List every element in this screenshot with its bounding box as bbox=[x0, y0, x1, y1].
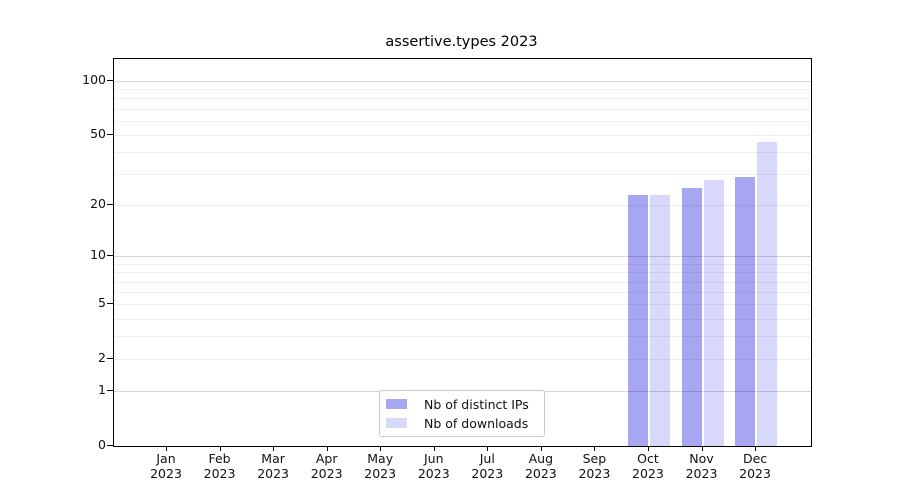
gridline-y-5 bbox=[114, 304, 811, 306]
legend-label-downloads: Nb of downloads bbox=[424, 415, 529, 431]
gridline-y-6 bbox=[114, 292, 811, 294]
x-tick-mark-sep bbox=[594, 446, 596, 451]
y-tick-label-5: 5 bbox=[98, 295, 106, 311]
gridline-y-50 bbox=[114, 135, 811, 137]
y-tick-mark-20 bbox=[107, 204, 113, 206]
legend-entry-distinct-ips: Nb of distinct IPs bbox=[386, 396, 544, 412]
plot-area bbox=[113, 58, 812, 447]
y-tick-label-1: 1 bbox=[98, 382, 106, 398]
y-tick-mark-2 bbox=[107, 358, 113, 360]
chart-title: assertive.types 2023 bbox=[385, 34, 538, 50]
x-tick-label-sep: Sep 2023 bbox=[578, 451, 611, 481]
y-tick-mark-5 bbox=[107, 303, 113, 305]
y-tick-label-50: 50 bbox=[90, 126, 106, 142]
x-tick-label-jun: Jun 2023 bbox=[417, 451, 450, 481]
x-tick-mark-apr bbox=[326, 446, 328, 451]
legend-entry-downloads: Nb of downloads bbox=[386, 415, 544, 431]
x-tick-label-may: May 2023 bbox=[364, 451, 397, 481]
x-tick-mark-dec bbox=[755, 446, 757, 451]
x-tick-label-mar: Mar 2023 bbox=[257, 451, 289, 481]
bar-nb-of-distinct-ips-dec bbox=[735, 177, 756, 446]
legend: Nb of distinct IPs Nb of downloads bbox=[379, 390, 545, 437]
gridline-y-70 bbox=[114, 108, 811, 110]
gridline-y-80 bbox=[114, 98, 811, 100]
gridline-y-90 bbox=[114, 89, 811, 91]
gridline-y-9 bbox=[114, 263, 811, 265]
bar-nb-of-downloads-nov bbox=[703, 179, 724, 446]
y-tick-label-0: 0 bbox=[98, 437, 106, 452]
y-tick-mark-0 bbox=[107, 445, 113, 446]
x-tick-mark-mar bbox=[273, 446, 275, 451]
y-tick-mark-10 bbox=[107, 255, 113, 257]
bar-nb-of-downloads-dec bbox=[757, 141, 778, 446]
y-tick-mark-50 bbox=[107, 134, 113, 136]
x-tick-label-oct: Oct 2023 bbox=[632, 451, 664, 481]
x-tick-label-jul: Jul 2023 bbox=[471, 451, 504, 481]
y-tick-label-10: 10 bbox=[90, 247, 106, 263]
x-tick-label-aug: Aug 2023 bbox=[524, 451, 557, 481]
gridline-y-2 bbox=[114, 359, 811, 361]
gridline-y-30 bbox=[114, 174, 811, 176]
x-tick-label-apr: Apr 2023 bbox=[310, 451, 343, 481]
x-tick-mark-aug bbox=[540, 446, 542, 451]
gridline-y-8 bbox=[114, 272, 811, 274]
gridline-y-20 bbox=[114, 205, 811, 207]
bar-nb-of-distinct-ips-oct bbox=[627, 194, 648, 446]
x-tick-label-dec: Dec 2023 bbox=[739, 451, 771, 481]
gridline-y-100 bbox=[114, 81, 811, 82]
x-tick-mark-jun bbox=[433, 446, 435, 451]
x-tick-label-nov: Nov 2023 bbox=[685, 451, 718, 481]
gridline-y-60 bbox=[114, 120, 811, 122]
gridline-y-3 bbox=[114, 336, 811, 338]
legend-swatch-downloads bbox=[386, 418, 407, 428]
x-tick-label-feb: Feb 2023 bbox=[203, 451, 236, 481]
x-tick-mark-jan bbox=[166, 446, 167, 451]
bar-nb-of-distinct-ips-nov bbox=[681, 188, 702, 446]
gridline-y-40 bbox=[114, 152, 811, 154]
x-tick-mark-nov bbox=[701, 446, 703, 451]
gridline-y-7 bbox=[114, 281, 811, 283]
x-tick-mark-may bbox=[380, 446, 382, 451]
x-tick-label-jan: Jan 2023 bbox=[150, 451, 182, 481]
y-tick-label-100: 100 bbox=[82, 72, 106, 87]
gridline-y-4 bbox=[114, 318, 811, 320]
y-tick-label-2: 2 bbox=[98, 350, 106, 366]
x-tick-mark-oct bbox=[647, 446, 649, 451]
y-tick-mark-100 bbox=[107, 80, 113, 81]
y-tick-label-20: 20 bbox=[90, 196, 106, 212]
y-tick-mark-1 bbox=[107, 390, 113, 392]
x-tick-mark-feb bbox=[219, 446, 221, 451]
gridline-y-10 bbox=[114, 256, 811, 258]
legend-label-distinct-ips: Nb of distinct IPs bbox=[424, 396, 529, 412]
x-tick-mark-jul bbox=[487, 446, 489, 451]
legend-swatch-distinct-ips bbox=[386, 399, 407, 409]
bar-nb-of-downloads-oct bbox=[649, 194, 670, 446]
